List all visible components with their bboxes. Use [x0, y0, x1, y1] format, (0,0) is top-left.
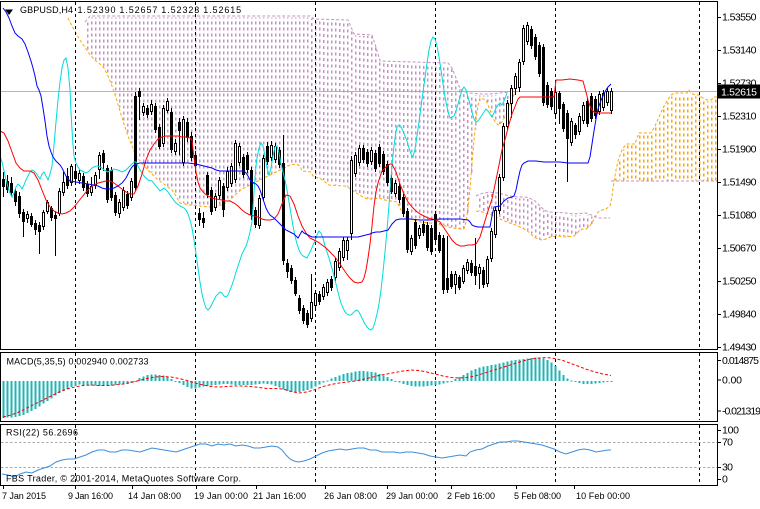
svg-text:70: 70	[722, 437, 733, 449]
svg-text:0.00: 0.00	[722, 375, 742, 387]
svg-text:MACD(5,35,5) 0.002940 0.002733: MACD(5,35,5) 0.002940 0.002733	[7, 357, 149, 367]
svg-text:1.52390: 1.52390	[78, 5, 116, 15]
svg-text:-0.021319: -0.021319	[722, 406, 760, 418]
svg-text:1.51080: 1.51080	[722, 210, 757, 222]
svg-text:1.52310: 1.52310	[722, 111, 757, 123]
svg-text:1.49840: 1.49840	[722, 309, 757, 321]
svg-text:1.51900: 1.51900	[722, 144, 757, 156]
svg-text:10 Feb 00:00: 10 Feb 00:00	[576, 491, 630, 501]
svg-text:26 Jan 08:00: 26 Jan 08:00	[324, 491, 377, 501]
svg-text:GBPUSD,H4: GBPUSD,H4	[20, 5, 73, 15]
svg-text:14 Jan 08:00: 14 Jan 08:00	[128, 491, 181, 501]
svg-text:1.53140: 1.53140	[722, 45, 757, 57]
svg-text:1.53550: 1.53550	[722, 12, 757, 24]
svg-text:RSI(22) 56.2696: RSI(22) 56.2696	[6, 428, 78, 438]
svg-text:1.52323: 1.52323	[161, 5, 199, 15]
svg-text:1.52615: 1.52615	[721, 87, 757, 99]
svg-text:29 Jan 00:00: 29 Jan 00:00	[386, 491, 438, 501]
svg-text:7 Jan 2015: 7 Jan 2015	[2, 491, 46, 501]
svg-text:0: 0	[722, 474, 728, 486]
svg-text:FBS Trader, © 2001-2014, MetaQ: FBS Trader, © 2001-2014, MetaQuotes Soft…	[6, 474, 241, 484]
svg-text:1.52615: 1.52615	[203, 5, 241, 15]
svg-text:100: 100	[722, 425, 739, 437]
svg-text:30: 30	[722, 462, 733, 474]
svg-text:1.52657: 1.52657	[119, 5, 157, 15]
svg-text:1.50250: 1.50250	[722, 276, 757, 288]
svg-text:1.49430: 1.49430	[722, 342, 757, 354]
svg-text:21 Jan 16:00: 21 Jan 16:00	[253, 491, 306, 501]
svg-text:1.50670: 1.50670	[722, 243, 757, 255]
svg-text:1.51490: 1.51490	[722, 177, 757, 189]
svg-text:2 Feb 16:00: 2 Feb 16:00	[447, 491, 495, 501]
svg-text:19 Jan 00:00: 19 Jan 00:00	[194, 491, 248, 501]
svg-text:0.014875: 0.014875	[722, 355, 759, 367]
svg-text:9 Jan 16:00: 9 Jan 16:00	[68, 491, 113, 501]
svg-text:5 Feb 08:00: 5 Feb 08:00	[514, 491, 561, 501]
